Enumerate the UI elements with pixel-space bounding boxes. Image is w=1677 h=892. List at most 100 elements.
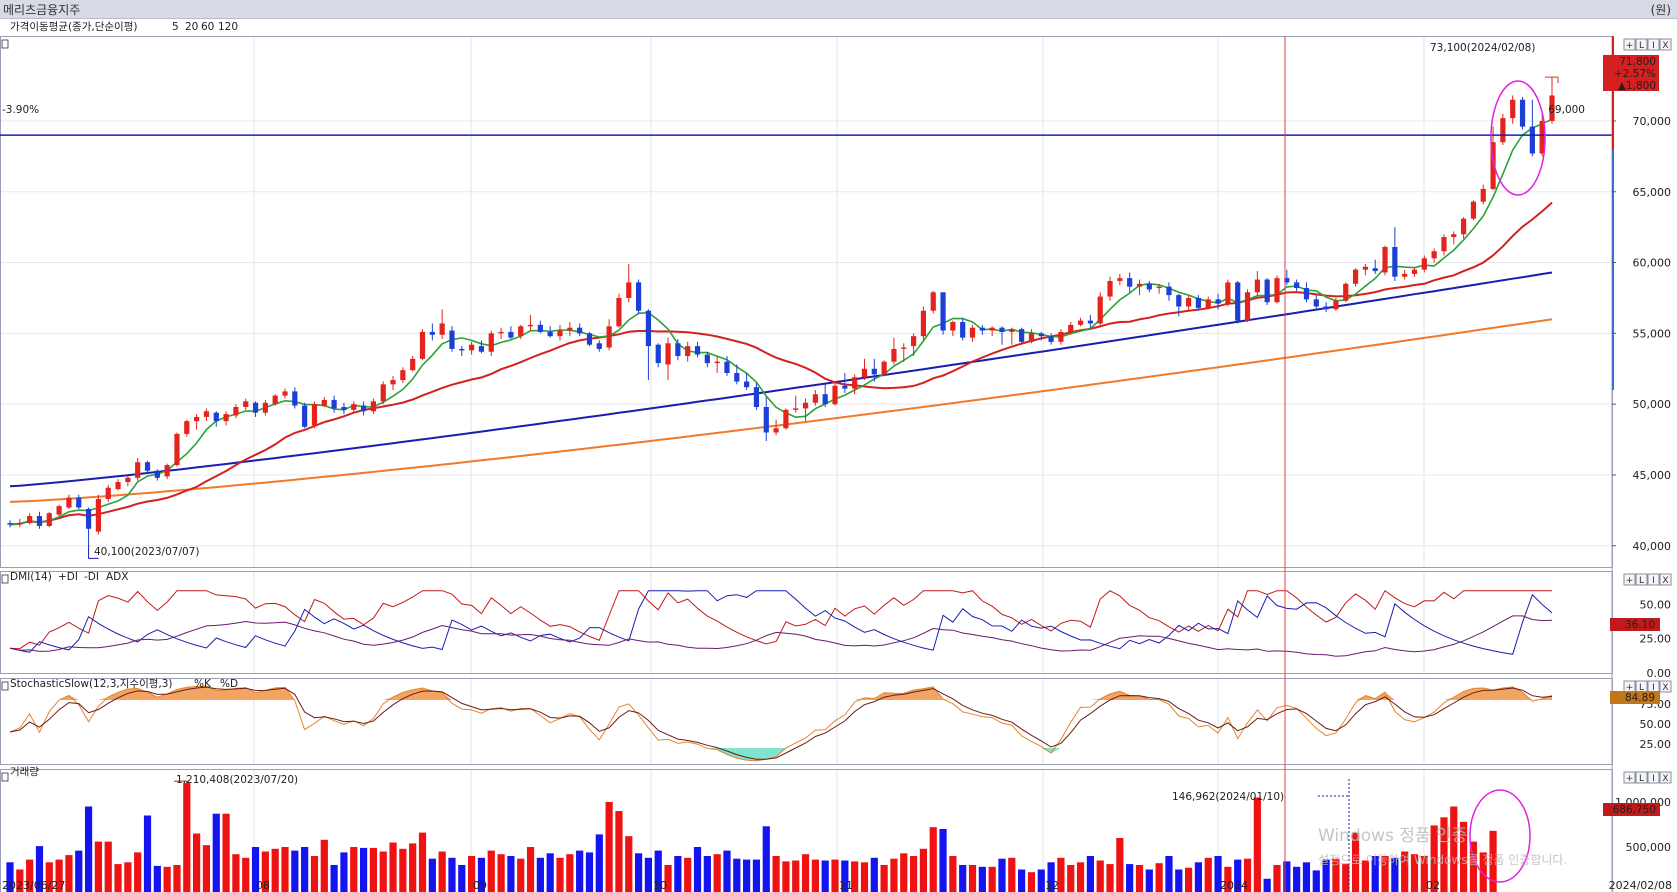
panel-button-label[interactable]: X (1662, 576, 1668, 586)
volume-bar (1391, 857, 1399, 892)
volume-bar (546, 853, 554, 892)
volume-last-tag: 686,750 (1603, 803, 1660, 816)
volume-bar (301, 847, 309, 892)
candle-body (331, 399, 337, 409)
candle-body (233, 406, 239, 416)
candle-body (1225, 282, 1231, 304)
candle-body (1352, 269, 1359, 284)
volume-bar (16, 869, 24, 892)
volume-panel-label: 거래량 (10, 766, 39, 778)
volume-bar (821, 860, 829, 892)
candle-body (1323, 306, 1329, 310)
panel-button-label[interactable]: L (1639, 774, 1644, 784)
panel-button-label[interactable]: L (1639, 576, 1644, 586)
panel-button-label[interactable]: + (1626, 576, 1634, 586)
candle-body (154, 470, 160, 478)
window-title-bar: 메리츠금융지주 (원) (0, 0, 1677, 19)
candle-body (1431, 251, 1437, 259)
volume-bar (271, 848, 279, 892)
candle-body (1392, 246, 1398, 277)
dmi-legend-pdi: +DI (58, 571, 78, 583)
volume-bar (752, 859, 761, 892)
price-tick-label: 40,000 (1633, 540, 1672, 553)
volume-bar (723, 850, 731, 892)
stoch-legend-d: %D (220, 678, 238, 690)
panel-button-label[interactable]: X (1662, 41, 1668, 51)
volume-bar (379, 851, 387, 892)
volume-bar (222, 813, 230, 892)
volume-bar (792, 860, 800, 892)
panel-button[interactable] (1659, 573, 1672, 586)
volume-bar (1096, 860, 1104, 892)
candle-body (400, 370, 406, 381)
volume-bar (1076, 862, 1085, 892)
volume-bar (860, 862, 869, 892)
panel-button-label[interactable]: X (1662, 683, 1668, 693)
panel-button[interactable] (1623, 38, 1636, 51)
candle-body (577, 327, 583, 334)
panel-button[interactable] (1647, 573, 1660, 586)
volume-bar (1440, 817, 1448, 892)
candle-body (1195, 297, 1202, 308)
last-price: 71,800 (1619, 56, 1656, 68)
volume-bar (183, 783, 191, 892)
panel-button[interactable] (1659, 38, 1672, 51)
panel-button-label[interactable]: X (1662, 774, 1668, 784)
volume-bar (320, 839, 328, 892)
panel-button-label[interactable]: + (1626, 41, 1634, 51)
candle-body (1549, 95, 1555, 121)
panel-button-label[interactable]: L (1639, 683, 1644, 693)
panel-button-label[interactable]: L (1639, 41, 1644, 51)
high-annotation: 73,100(2024/02/08) (1430, 42, 1535, 54)
volume-bar (1243, 858, 1252, 892)
panel-button[interactable] (1623, 771, 1636, 784)
panel-button-label[interactable]: I (1652, 576, 1655, 586)
panel-button[interactable] (1635, 771, 1648, 784)
panel-button[interactable] (1659, 771, 1672, 784)
dmi-tick-label: 50.00 (1640, 598, 1672, 611)
panel-button[interactable] (1659, 680, 1672, 693)
candle-body (390, 380, 396, 385)
volume-bar (1302, 862, 1311, 892)
panel-button[interactable] (1635, 38, 1648, 51)
candle-body (1500, 118, 1506, 143)
volume-bar (605, 802, 613, 892)
volume-bar (1047, 862, 1055, 892)
volume-bar (919, 848, 928, 892)
volume-bar (75, 850, 83, 892)
panel-button-label[interactable]: + (1626, 683, 1634, 693)
panel-button-label[interactable]: + (1626, 774, 1634, 784)
panel-button-label[interactable]: I (1652, 41, 1655, 51)
candle-body (1303, 288, 1310, 300)
volume-bar (1116, 838, 1124, 892)
stoch-last-value: 84.89 (1625, 692, 1655, 704)
volume-bar (988, 866, 996, 892)
volume-bar (6, 862, 14, 892)
panel-button[interactable] (1647, 771, 1660, 784)
candle-body (1294, 282, 1300, 289)
volume-bar (1263, 878, 1271, 892)
panel-button[interactable] (1635, 573, 1648, 586)
candle-body (272, 395, 278, 405)
candle-body (105, 487, 111, 500)
volume-bar (163, 866, 171, 892)
candle-body (1470, 201, 1477, 219)
stoch-legend-k: %K (194, 678, 212, 690)
panel-button-label[interactable]: I (1652, 683, 1655, 693)
price-tick-label: 65,000 (1633, 186, 1672, 199)
candle-body (1421, 258, 1427, 270)
stock-chart[interactable]: 70,000 65,000 60,000 55,000 50,000 45,000 40,0… (0, 18, 1677, 892)
price-tick-label: 50,000 (1633, 398, 1672, 411)
volume-vline-annotation: 146,962(2024/01/10) (1172, 791, 1284, 803)
candle-body (243, 401, 249, 407)
volume-bar (143, 815, 152, 892)
candle-body (557, 330, 563, 337)
price-tick-label: 70,000 (1633, 115, 1672, 128)
candle-body (1215, 299, 1221, 304)
panel-button-label[interactable]: I (1652, 774, 1655, 784)
panel-button[interactable] (1647, 38, 1660, 51)
volume-bar (507, 856, 515, 892)
panel-button[interactable] (1623, 573, 1636, 586)
highlight-ellipse-price (1490, 80, 1546, 196)
candle-body (852, 377, 858, 389)
